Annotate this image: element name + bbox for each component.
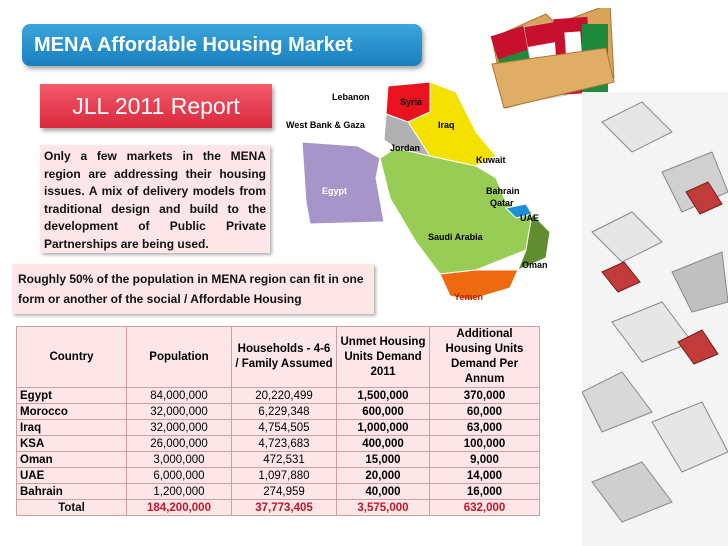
- cell-population: 26,000,000: [126, 435, 232, 452]
- cell-country: Bahrain: [16, 483, 127, 500]
- mena-map: Lebanon Syria West Bank & Gaza Iraq Jord…: [280, 81, 570, 314]
- cell-additional: 14,000: [429, 467, 540, 484]
- slide-title: MENA Affordable Housing Market: [22, 24, 422, 66]
- cell-total-households: 37,773,405: [231, 499, 337, 516]
- cell-households: 6,229,348: [231, 403, 337, 420]
- label-bahrain: Bahrain: [486, 186, 520, 196]
- label-egypt: Egypt: [322, 186, 348, 196]
- cell-unmet: 400,000: [336, 435, 430, 452]
- cell-unmet: 600,000: [336, 403, 430, 420]
- cell-households: 274,959: [231, 483, 337, 500]
- cell-additional: 60,000: [429, 403, 540, 420]
- cell-additional: 370,000: [429, 387, 540, 404]
- label-syria: Syria: [400, 97, 423, 107]
- cell-total-label: Total: [16, 499, 127, 516]
- uae-region: [504, 203, 533, 219]
- cell-population: 3,000,000: [126, 451, 232, 468]
- cell-population: 32,000,000: [126, 419, 232, 436]
- oman-region: [517, 212, 551, 271]
- cell-total-population: 184,200,000: [126, 499, 232, 516]
- table-row: Iraq 32,000,000 4,754,505 1,000,000 63,0…: [16, 419, 540, 436]
- cell-additional: 63,000: [429, 419, 540, 436]
- label-jordan: Jordan: [390, 143, 421, 153]
- report-banner: JLL 2011 Report: [40, 84, 272, 128]
- cell-households: 4,723,683: [231, 435, 337, 452]
- cell-households: 1,097,880: [231, 467, 337, 484]
- cell-unmet: 15,000: [336, 451, 430, 468]
- col-unmet: Unmet Housing Units Demand 2011: [336, 326, 430, 388]
- houses-illustration: [582, 92, 728, 546]
- yemen-region: [439, 269, 519, 301]
- col-households: Households - 4-6 / Family Assumed: [231, 326, 337, 388]
- cell-unmet: 1,500,000: [336, 387, 430, 404]
- label-lebanon: Lebanon: [332, 92, 370, 102]
- cell-unmet: 1,000,000: [336, 419, 430, 436]
- table-row: KSA 26,000,000 4,723,683 400,000 100,000: [16, 435, 540, 452]
- cell-unmet: 40,000: [336, 483, 430, 500]
- label-kuwait: Kuwait: [476, 155, 506, 165]
- label-westbank: West Bank & Gaza: [286, 120, 365, 130]
- cell-households: 20,220,499: [231, 387, 337, 404]
- cell-total-additional: 632,000: [429, 499, 540, 516]
- jordan-region: [383, 113, 432, 157]
- label-yemen: Yemen: [454, 292, 484, 302]
- cell-country: Oman: [16, 451, 127, 468]
- table-row: Egypt 84,000,000 20,220,499 1,500,000 37…: [16, 387, 540, 404]
- label-uae: UAE: [520, 213, 540, 223]
- egypt-region: [301, 141, 385, 225]
- table-row: Bahrain 1,200,000 274,959 40,000 16,000: [16, 483, 540, 500]
- cell-households: 472,531: [231, 451, 337, 468]
- cell-additional: 16,000: [429, 483, 540, 500]
- cell-additional: 9,000: [429, 451, 540, 468]
- label-qatar: Qatar: [490, 198, 514, 208]
- cell-country: Iraq: [16, 419, 127, 436]
- cell-population: 32,000,000: [126, 403, 232, 420]
- cell-country: Morocco: [16, 403, 127, 420]
- info-text: Only a few markets in the MENA region ar…: [40, 145, 270, 253]
- cell-total-unmet: 3,575,000: [336, 499, 430, 516]
- cell-country: Egypt: [16, 387, 127, 404]
- cell-additional: 100,000: [429, 435, 540, 452]
- table-row: Morocco 32,000,000 6,229,348 600,000 60,…: [16, 403, 540, 420]
- cell-population: 1,200,000: [126, 483, 232, 500]
- cell-population: 6,000,000: [126, 467, 232, 484]
- col-country: Country: [16, 326, 127, 388]
- mena-map-shapes: [301, 81, 551, 301]
- table-total-row: Total 184,200,000 37,773,405 3,575,000 6…: [16, 499, 540, 516]
- flags-folder-icon: [490, 8, 615, 109]
- col-population: Population: [126, 326, 232, 388]
- table-row: UAE 6,000,000 1,097,880 20,000 14,000: [16, 467, 540, 484]
- cell-unmet: 20,000: [336, 467, 430, 484]
- cell-households: 4,754,505: [231, 419, 337, 436]
- col-additional: Additional Housing Units Demand Per Annu…: [429, 326, 540, 388]
- iraq-region: [407, 81, 497, 167]
- label-oman: Oman: [522, 260, 548, 270]
- cell-country: UAE: [16, 467, 127, 484]
- label-iraq: Iraq: [438, 120, 455, 130]
- cell-country: KSA: [16, 435, 127, 452]
- label-saudi: Saudi Arabia: [428, 232, 483, 242]
- table-row: Oman 3,000,000 472,531 15,000 9,000: [16, 451, 540, 468]
- cell-population: 84,000,000: [126, 387, 232, 404]
- housing-demand-table: Country Population Households - 4-6 / Fa…: [16, 326, 540, 516]
- population-note: Roughly 50% of the population in MENA re…: [12, 264, 374, 314]
